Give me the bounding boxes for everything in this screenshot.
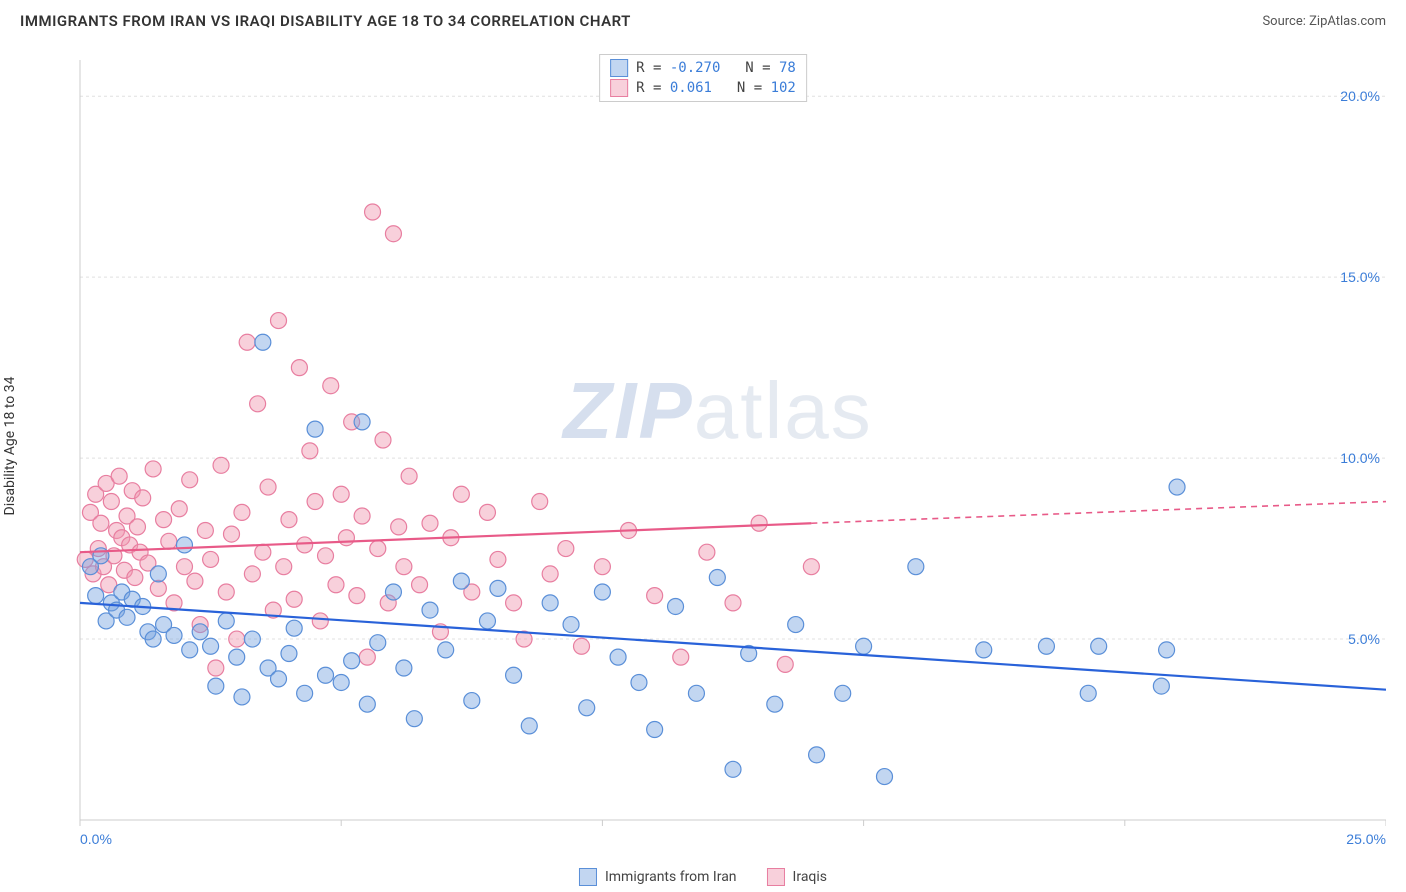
- svg-text:15.0%: 15.0%: [1340, 269, 1380, 285]
- source-label: Source:: [1262, 14, 1305, 29]
- y-axis-label: Disability Age 18 to 34: [2, 377, 18, 516]
- svg-text:25.0%: 25.0%: [1346, 831, 1386, 847]
- swatch-iran-icon: [579, 868, 597, 886]
- legend-item-iran: Immigrants from Iran: [579, 868, 737, 886]
- header: IMMIGRANTS FROM IRAN VS IRAQI DISABILITY…: [0, 0, 1406, 38]
- source-attribution: Source: ZipAtlas.com: [1262, 14, 1386, 29]
- source-name: ZipAtlas.com: [1309, 14, 1386, 29]
- correlation-legend: R = -0.270 N = 78 R = 0.061 N = 102: [599, 54, 807, 102]
- chart-title: IMMIGRANTS FROM IRAN VS IRAQI DISABILITY…: [20, 12, 631, 30]
- legend-row-iraqis: R = 0.061 N = 102: [610, 79, 796, 97]
- legend-row-iran: R = -0.270 N = 78: [610, 59, 796, 77]
- legend-label-iran: Immigrants from Iran: [605, 869, 737, 885]
- r-value-iran: -0.270: [670, 60, 721, 76]
- svg-text:5.0%: 5.0%: [1348, 631, 1380, 647]
- n-value-iran: 78: [779, 60, 796, 76]
- svg-text:20.0%: 20.0%: [1340, 88, 1380, 104]
- scatter-chart: 5.0% 10.0% 15.0% 20.0% 0.0% 25.0%: [50, 50, 1386, 852]
- legend-item-iraqis: Iraqis: [767, 868, 827, 886]
- svg-text:0.0%: 0.0%: [80, 831, 112, 847]
- swatch-iraqis-icon: [767, 868, 785, 886]
- swatch-iran: [610, 59, 628, 77]
- r-value-iraqis: 0.061: [670, 80, 712, 96]
- legend-label-iraqis: Iraqis: [793, 869, 827, 885]
- n-value-iraqis: 102: [771, 80, 796, 96]
- series-legend: Immigrants from Iran Iraqis: [579, 868, 827, 886]
- svg-text:10.0%: 10.0%: [1340, 450, 1380, 466]
- swatch-iraqis: [610, 79, 628, 97]
- chart-area: 5.0%10.0%15.0%20.0%0.0%25.0% ZIPatlas: [50, 50, 1386, 852]
